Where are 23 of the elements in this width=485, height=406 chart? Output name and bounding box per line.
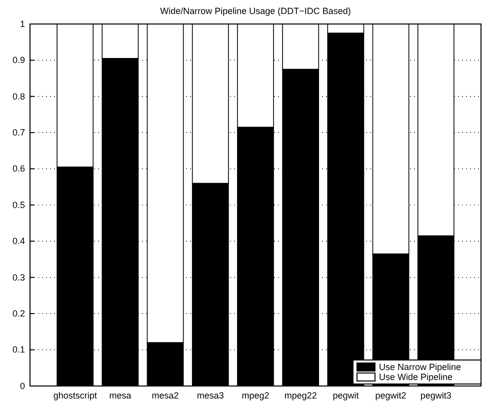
x-tick-label: pegwit3 — [420, 390, 452, 400]
y-tick-label: 0.5 — [12, 200, 25, 210]
x-tick-label: mpeg22 — [284, 390, 317, 400]
y-tick-label: 0.4 — [12, 236, 25, 246]
y-tick-label: 0.6 — [12, 164, 25, 174]
legend-label: Use Wide Pipeline — [379, 372, 453, 382]
x-tick-label: pegwit2 — [375, 390, 406, 400]
x-tick-label: pegwit — [332, 390, 360, 400]
y-tick-label: 0.3 — [12, 272, 25, 282]
y-tick-label: 0.2 — [12, 308, 25, 318]
y-tick-label: 0.9 — [12, 55, 25, 66]
x-tick-label: mesa — [109, 390, 132, 400]
y-tick-label: 0 — [20, 380, 25, 391]
y-tick-label: 0.8 — [12, 91, 25, 102]
x-tick-label: mpeg2 — [242, 390, 270, 400]
x-tick-label: ghostscript — [53, 390, 98, 400]
y-tick-label: 1 — [20, 18, 25, 29]
legend-label: Use Narrow Pipeline — [379, 362, 462, 372]
x-tick-label: mesa3 — [196, 390, 224, 400]
x-tick-label: mesa2 — [152, 390, 179, 400]
y-tick-label: 0.1 — [12, 344, 25, 355]
y-tick-label: 0.7 — [12, 127, 25, 138]
chart-title: Wide/Narrow Pipeline Usage (DDT−IDC Based) — [160, 6, 351, 16]
